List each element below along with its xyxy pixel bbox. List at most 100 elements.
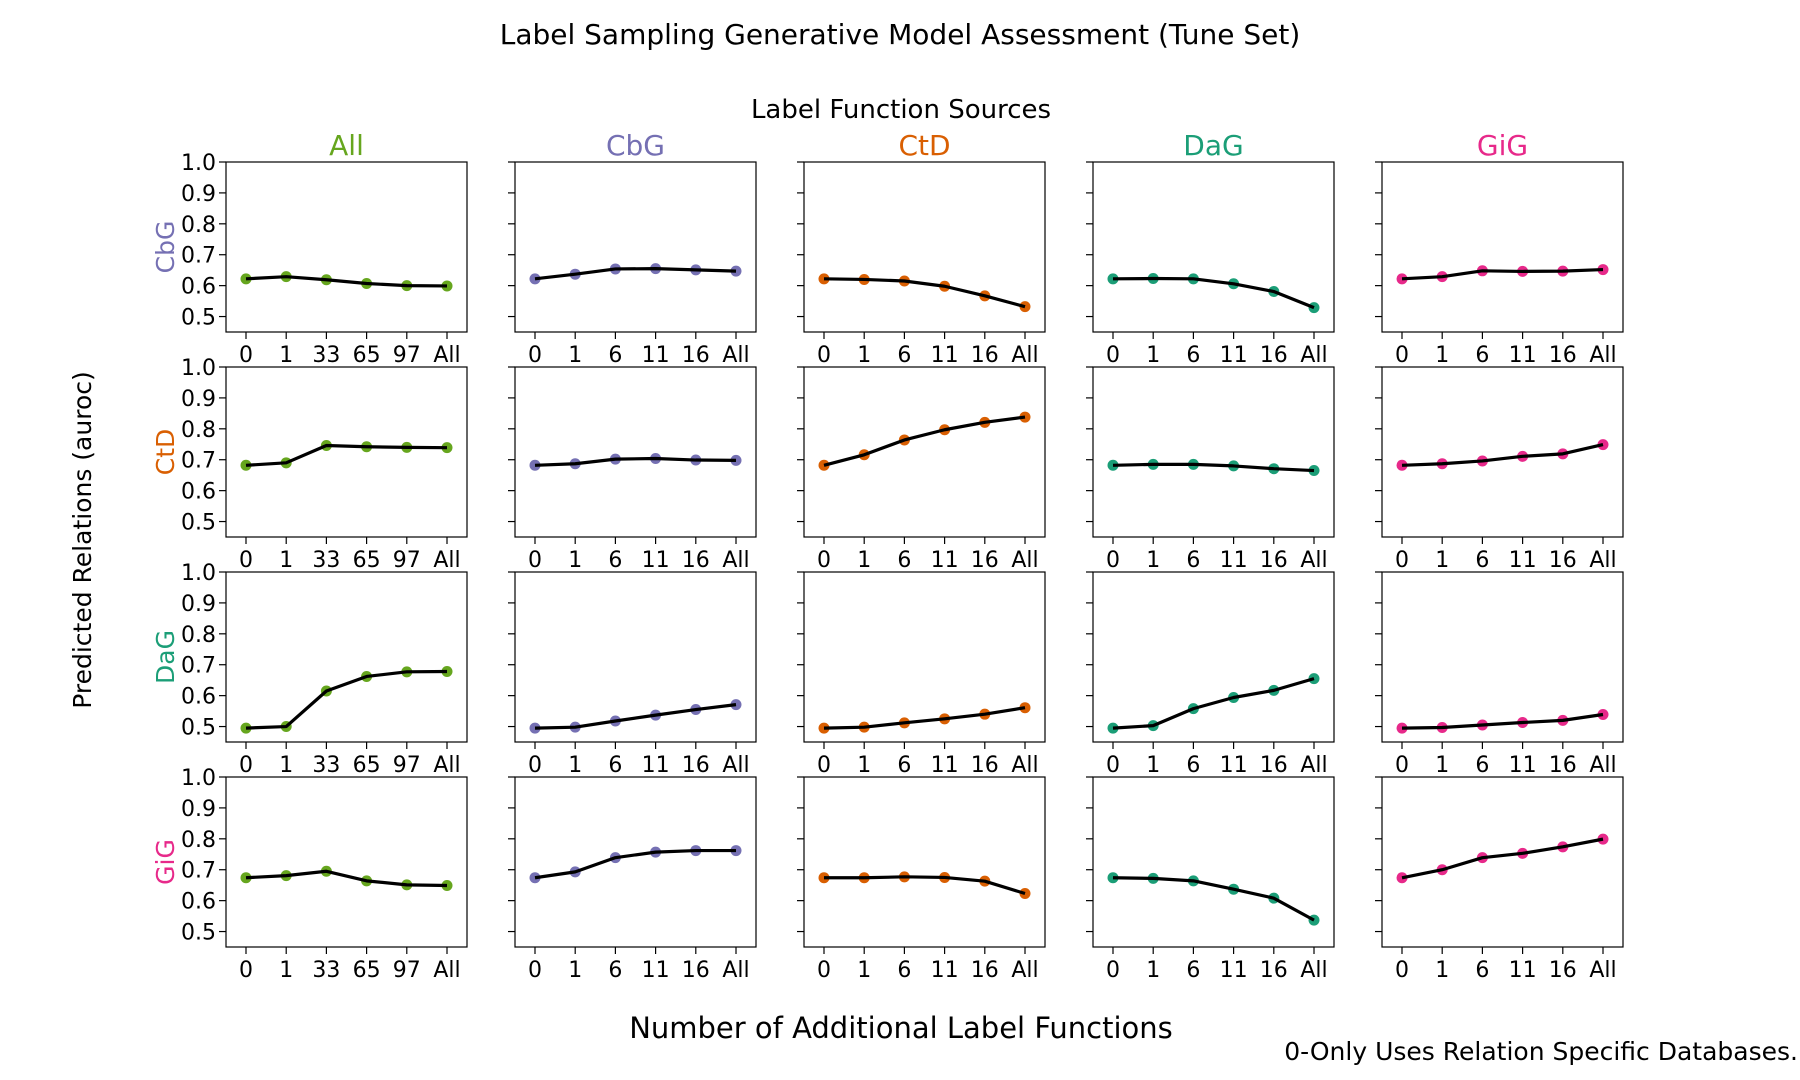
x-tick-label: 16 bbox=[971, 958, 999, 983]
x-tick-label: All bbox=[722, 343, 749, 368]
x-tick-label: 16 bbox=[1549, 753, 1577, 778]
x-tick-label: 16 bbox=[682, 343, 710, 368]
x-tick-label: 6 bbox=[1475, 548, 1489, 573]
x-tick-label: 97 bbox=[393, 958, 421, 983]
series-line bbox=[1401, 712, 1604, 730]
x-tick-label: 16 bbox=[1549, 548, 1577, 573]
x-tick-label: 97 bbox=[393, 343, 421, 368]
x-tick-label: 0 bbox=[1395, 753, 1409, 778]
x-tick-label: All bbox=[1589, 753, 1616, 778]
x-tick-label: 11 bbox=[931, 343, 959, 368]
x-tick-label: 0 bbox=[528, 548, 542, 573]
x-tick-label: 0 bbox=[817, 548, 831, 573]
x-tick-label: 11 bbox=[1509, 343, 1537, 368]
x-tick-label: 16 bbox=[682, 548, 710, 573]
x-tick-label: 16 bbox=[1549, 343, 1577, 368]
y-tick-label: 0.7 bbox=[181, 859, 216, 884]
x-tick-label: 6 bbox=[897, 958, 911, 983]
x-tick-label: All bbox=[433, 343, 460, 368]
x-tick-label: 1 bbox=[279, 548, 293, 573]
row-label-cbg: CbG bbox=[151, 221, 180, 274]
y-tick-label: 0.8 bbox=[181, 418, 216, 443]
x-tick-label: 11 bbox=[931, 548, 959, 573]
x-axis-label: Number of Additional Label Functions bbox=[629, 1011, 1173, 1045]
x-tick-label: 16 bbox=[1549, 958, 1577, 983]
series-line bbox=[245, 275, 448, 288]
x-tick-label: 1 bbox=[279, 753, 293, 778]
x-tick-label: 33 bbox=[312, 958, 340, 983]
column-header: Label Function Sources bbox=[751, 95, 1051, 125]
panel-frame bbox=[1381, 366, 1624, 538]
x-tick-label: 11 bbox=[642, 958, 670, 983]
panel-frame bbox=[514, 366, 757, 538]
y-tick-label: 0.7 bbox=[181, 244, 216, 269]
x-tick-label: All bbox=[722, 958, 749, 983]
x-tick-label: 1 bbox=[1435, 753, 1449, 778]
series-line bbox=[824, 875, 1026, 896]
x-tick-label: 6 bbox=[1186, 343, 1200, 368]
series-line bbox=[1401, 837, 1604, 880]
series-line bbox=[534, 267, 737, 281]
panel-frame bbox=[803, 366, 1046, 538]
x-tick-label: 0 bbox=[239, 343, 253, 368]
series-line bbox=[1401, 443, 1604, 467]
x-tick-label: 6 bbox=[1475, 958, 1489, 983]
series-line bbox=[1112, 276, 1315, 310]
x-tick-label: 6 bbox=[1186, 958, 1200, 983]
x-tick-label: 6 bbox=[608, 958, 622, 983]
x-tick-label: 1 bbox=[1435, 958, 1449, 983]
y-tick-label: 0.6 bbox=[181, 890, 216, 915]
panel-frame bbox=[1381, 161, 1624, 333]
x-tick-label: 33 bbox=[312, 753, 340, 778]
panel-frame bbox=[225, 571, 468, 743]
y-tick-label: 0.7 bbox=[181, 654, 216, 679]
panel-gig-cbg: 0 1 6 11 16 All bbox=[508, 776, 757, 983]
x-tick-label: 0 bbox=[239, 548, 253, 573]
column-label-cbg: CbG bbox=[606, 129, 665, 162]
x-tick-label: 16 bbox=[682, 753, 710, 778]
panel-frame bbox=[1381, 571, 1624, 743]
row-label-gig: GiG bbox=[151, 839, 180, 885]
series-line bbox=[245, 669, 448, 730]
x-tick-label: All bbox=[433, 548, 460, 573]
panel-frame bbox=[225, 366, 468, 538]
y-tick-label: 0.6 bbox=[181, 275, 216, 300]
x-tick-label: All bbox=[722, 548, 749, 573]
panel-ctd-gig: 0 1 6 11 16 All bbox=[1375, 366, 1624, 573]
y-tick-label: 1.0 bbox=[181, 356, 216, 381]
x-tick-label: 65 bbox=[353, 958, 381, 983]
series-line bbox=[823, 706, 1026, 730]
y-tick-label: 0.8 bbox=[181, 623, 216, 648]
y-tick-label: 0.6 bbox=[181, 480, 216, 505]
y-tick-label: 0.5 bbox=[181, 921, 216, 946]
panel-frame bbox=[1381, 776, 1624, 948]
x-tick-label: 1 bbox=[1146, 958, 1160, 983]
x-tick-label: All bbox=[433, 753, 460, 778]
x-tick-label: 11 bbox=[1509, 753, 1537, 778]
series-line bbox=[823, 415, 1026, 467]
x-tick-label: 0 bbox=[239, 958, 253, 983]
x-tick-label: 1 bbox=[568, 343, 582, 368]
x-tick-label: 11 bbox=[1509, 958, 1537, 983]
x-tick-label: 11 bbox=[642, 343, 670, 368]
y-tick-label: 0.9 bbox=[181, 592, 216, 617]
x-tick-label: 1 bbox=[857, 343, 871, 368]
series-line bbox=[1112, 876, 1315, 922]
x-tick-label: 11 bbox=[642, 548, 670, 573]
column-label-all: All bbox=[329, 129, 364, 162]
panel-cbg-cbg: 0 1 6 11 16 All bbox=[508, 161, 757, 368]
panel-gig-dag: 0 1 6 11 16 All bbox=[1086, 776, 1335, 983]
panel-gig-gig: 0 1 6 11 16 All bbox=[1375, 776, 1624, 983]
x-tick-label: 11 bbox=[931, 958, 959, 983]
x-tick-label: 97 bbox=[393, 548, 421, 573]
x-tick-label: 0 bbox=[1395, 548, 1409, 573]
column-label-dag: DaG bbox=[1183, 129, 1243, 162]
y-tick-label: 0.9 bbox=[181, 387, 216, 412]
y-axis-label: Predicted Relations (auroc) bbox=[68, 371, 97, 709]
x-tick-label: 11 bbox=[1220, 753, 1248, 778]
x-tick-label: 16 bbox=[971, 343, 999, 368]
x-tick-label: 1 bbox=[857, 753, 871, 778]
x-tick-label: 0 bbox=[1106, 343, 1120, 368]
panel-gig-ctd: 0 1 6 11 16 All bbox=[797, 776, 1046, 983]
panel-ctd-ctd: 0 1 6 11 16 All bbox=[797, 366, 1046, 573]
